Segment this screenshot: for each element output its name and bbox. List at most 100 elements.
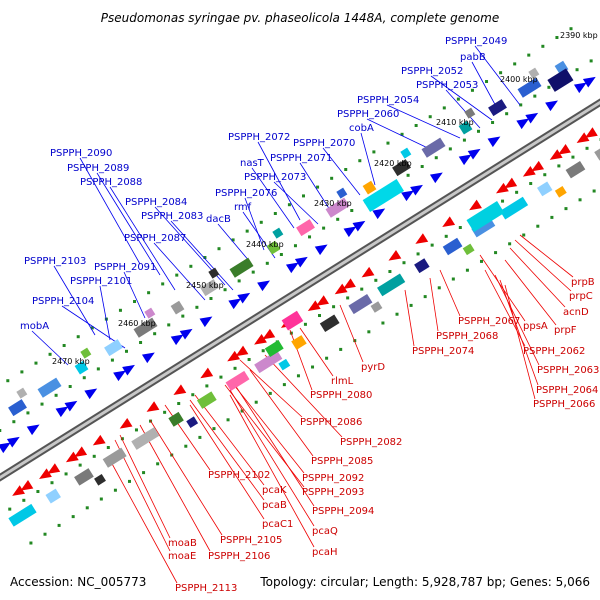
feature-block	[8, 399, 27, 417]
gene-labels: PSPPH_2049 pabB PSPPH_2052 PSPPH_2053 PSPPH_…	[20, 36, 599, 594]
gene-arrow	[228, 298, 242, 310]
tick-dot	[106, 446, 110, 450]
tick-dot	[96, 367, 100, 371]
tick-dot	[416, 252, 420, 256]
gene-arrow	[372, 208, 386, 220]
leader-line	[61, 305, 126, 349]
leader-line	[514, 239, 572, 292]
tick-dot	[318, 314, 322, 318]
tick-dot	[20, 370, 24, 374]
feature-block	[225, 370, 250, 391]
tick-dot	[226, 418, 230, 422]
map-title: Pseudomonas syringae pv. phaseolicola 14…	[101, 11, 499, 25]
feature-block	[291, 335, 307, 350]
tick-dot	[476, 129, 480, 133]
gene-label-forward: nasT	[240, 158, 265, 169]
tick-dot	[428, 115, 432, 119]
feature-block	[186, 416, 199, 428]
leader-line	[499, 279, 539, 386]
tick-label: 2430 kbp	[314, 199, 352, 208]
tick-dot	[184, 444, 188, 448]
gene-arrow	[0, 442, 11, 454]
tick-dot	[589, 59, 593, 63]
gene-label-reverse: PSPPH_2113	[175, 583, 237, 594]
tick-label: 2470 kbp	[52, 357, 90, 366]
tick-dot	[367, 330, 371, 334]
feature-block	[281, 310, 304, 331]
feature-block	[370, 301, 383, 313]
gene-label-forward: PSPPH_2083	[141, 211, 203, 222]
leader-line	[189, 404, 265, 520]
gene-label-reverse: PSPPH_2074	[412, 346, 474, 357]
gene-arrow	[200, 367, 214, 379]
tick-dot	[92, 454, 96, 458]
gene-label-reverse: PSPPH_2086	[300, 417, 362, 428]
gene-label-forward: PSPPH_2049	[445, 36, 507, 47]
gene-arrow	[316, 295, 329, 306]
feature-block	[442, 237, 463, 256]
gene-arrow	[496, 182, 509, 194]
gene-arrow	[522, 166, 536, 177]
tick-dot	[195, 305, 199, 309]
tick-dot	[134, 428, 138, 432]
tick-dot	[451, 277, 455, 281]
feature-block	[170, 300, 185, 315]
gene-label-forward: PSPPH_2054	[357, 95, 419, 106]
tick-dot	[350, 209, 354, 213]
leader-line	[99, 285, 111, 341]
feature-block	[74, 360, 89, 375]
feature-block	[499, 196, 529, 220]
gene-arrow	[254, 334, 267, 345]
tick-dot	[113, 488, 117, 492]
tick-label: 2400 kbp	[500, 75, 538, 84]
tick-dot	[268, 391, 272, 395]
tick-dot	[527, 53, 531, 57]
tick-dot	[251, 270, 255, 274]
tick-dot	[557, 164, 561, 168]
leader-line	[439, 269, 461, 317]
gene-arrow	[47, 463, 61, 474]
gene-label-reverse: PSPPH_2106	[208, 551, 270, 562]
leader-line	[119, 434, 171, 539]
gene-arrow	[237, 292, 251, 304]
gene-arrow	[6, 436, 20, 448]
gene-label-forward: PSPPH_2070	[293, 138, 355, 149]
tick-dot	[209, 297, 213, 301]
tick-dot	[282, 383, 286, 387]
gene-label-reverse: PSPPH_2092	[302, 473, 364, 484]
tick-dot	[505, 112, 509, 116]
feature-block	[74, 468, 94, 486]
gene-arrow	[525, 112, 539, 124]
gene-arrow	[410, 184, 423, 196]
tick-dot	[36, 490, 40, 494]
tick-dot	[247, 358, 251, 362]
feature-block	[296, 219, 315, 237]
leader-line	[229, 379, 305, 474]
gene-arrow	[388, 250, 402, 261]
leader-line	[149, 419, 223, 536]
tick-label: 2440 kbp	[246, 240, 284, 249]
gene-label-reverse: PSPPH_2080	[310, 390, 372, 401]
tick-dot	[479, 259, 483, 263]
tick-dot	[402, 261, 406, 265]
gene-arrow	[12, 485, 25, 496]
tick-dot	[34, 361, 38, 365]
gene-label-reverse: PSPPH_2062	[523, 346, 585, 357]
tick-dot	[254, 400, 258, 404]
tick-dot	[82, 376, 86, 380]
feature-block	[133, 317, 158, 338]
tick-dot	[62, 344, 66, 348]
tick-dot	[519, 103, 523, 107]
tick-dot	[372, 150, 376, 154]
tick-dot	[231, 238, 235, 242]
tick-dot	[68, 385, 72, 389]
tick-dot	[175, 273, 179, 277]
tick-dot	[499, 71, 503, 75]
tick-dot	[223, 288, 227, 292]
gene-arrow	[294, 256, 308, 268]
gene-label-forward: PSPPH_2084	[125, 197, 187, 208]
leader-line	[239, 359, 303, 418]
tick-dot	[205, 384, 209, 388]
tick-dot	[0, 429, 2, 433]
gene-arrow	[576, 132, 590, 144]
